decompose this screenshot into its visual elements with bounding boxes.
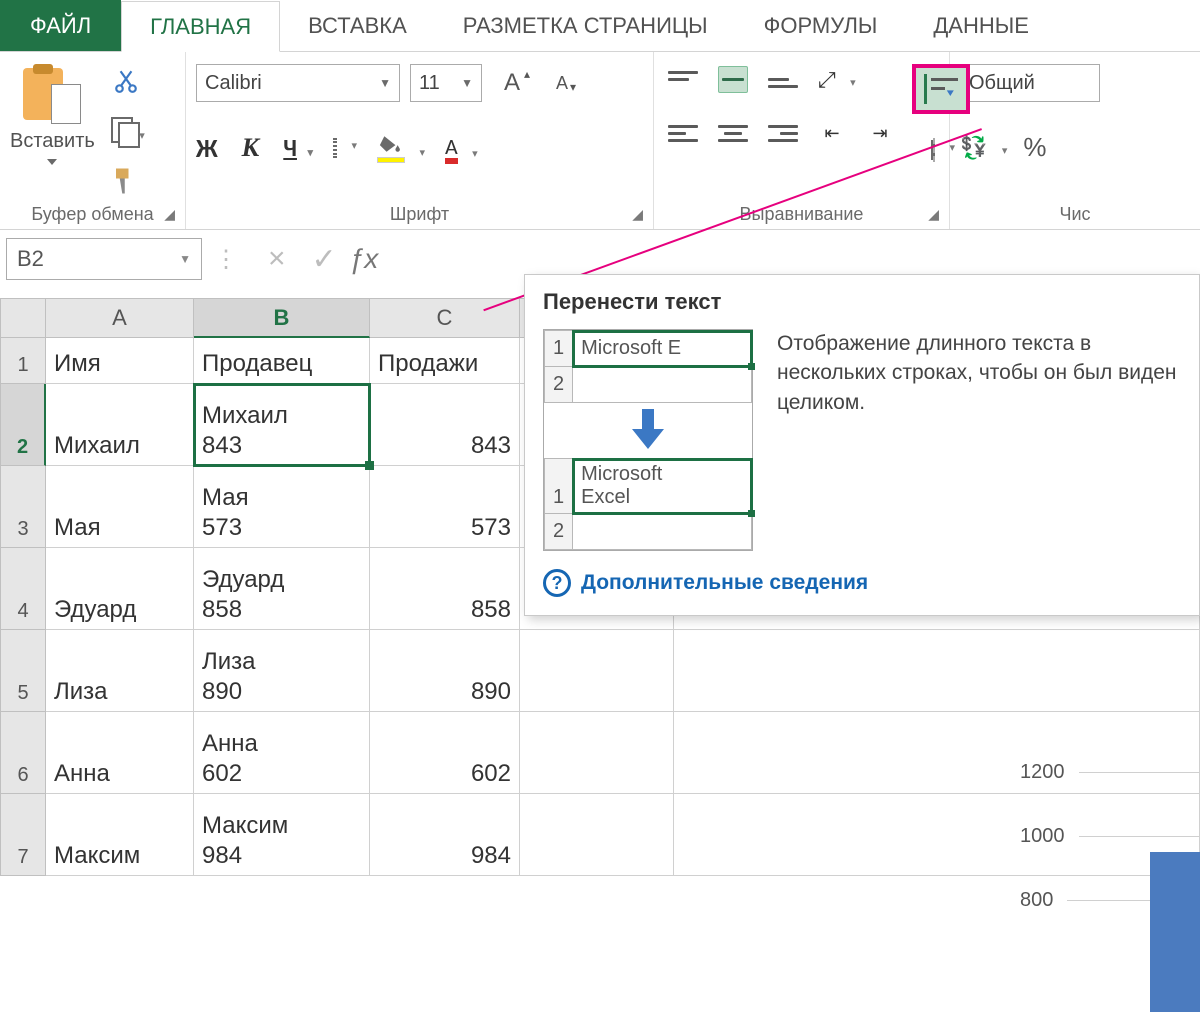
- insert-function-icon[interactable]: ƒx: [349, 243, 379, 275]
- wrap-text-button[interactable]: [912, 64, 970, 114]
- align-right-icon[interactable]: [768, 125, 798, 142]
- row-header[interactable]: 4: [0, 548, 46, 630]
- number-format-combo[interactable]: Общий: [960, 64, 1100, 102]
- arrow-down-icon: [544, 403, 752, 458]
- row-header[interactable]: 5: [0, 630, 46, 712]
- cut-icon[interactable]: [111, 66, 141, 96]
- cell[interactable]: Мая: [46, 466, 194, 548]
- ribbon-tabs: ФАЙЛ ГЛАВНАЯ ВСТАВКА РАЗМЕТКА СТРАНИЦЫ Ф…: [0, 0, 1200, 52]
- select-all-corner[interactable]: [0, 298, 46, 338]
- tooltip-description: Отображение длинного текста в нескольких…: [777, 329, 1181, 551]
- tab-file[interactable]: ФАЙЛ: [0, 0, 121, 51]
- dialog-launcher-icon[interactable]: ◢: [164, 206, 175, 223]
- cell[interactable]: Анна: [46, 712, 194, 794]
- embedded-chart[interactable]: 1200 1000 800: [1020, 740, 1200, 932]
- ribbon: Вставить Буфер обмена◢ Calibri▼: [0, 52, 1200, 230]
- functions-dropdown-icon[interactable]: ⋮: [214, 245, 236, 274]
- dialog-launcher-icon[interactable]: ◢: [928, 206, 939, 223]
- name-box[interactable]: B2▼: [6, 238, 202, 280]
- cell[interactable]: Эдуард: [46, 548, 194, 630]
- fill-color-button[interactable]: [377, 134, 421, 163]
- cell[interactable]: 602: [370, 712, 520, 794]
- italic-button[interactable]: К: [242, 133, 260, 163]
- cell[interactable]: 890: [370, 630, 520, 712]
- cell[interactable]: Продажи: [370, 338, 520, 384]
- row-header[interactable]: 1: [0, 338, 46, 384]
- increase-indent-icon[interactable]: ⇥: [866, 123, 894, 144]
- group-label-alignment: Выравнивание◢: [664, 198, 939, 229]
- cell[interactable]: [520, 794, 674, 876]
- tab-data[interactable]: ДАННЫЕ: [905, 0, 1057, 51]
- cell[interactable]: 858: [370, 548, 520, 630]
- axis-label: 1200: [1020, 761, 1065, 784]
- col-header[interactable]: B: [194, 298, 370, 338]
- shrink-font-icon[interactable]: А: [542, 73, 582, 94]
- align-bottom-icon[interactable]: [768, 71, 798, 88]
- group-clipboard: Вставить Буфер обмена◢: [0, 52, 186, 229]
- group-label-clipboard: Буфер обмена◢: [10, 198, 175, 229]
- cell[interactable]: Лиза 890: [194, 630, 370, 712]
- tab-home[interactable]: ГЛАВНАЯ: [121, 1, 280, 52]
- cell[interactable]: [520, 630, 674, 712]
- cell[interactable]: 984: [370, 794, 520, 876]
- cell[interactable]: Имя: [46, 338, 194, 384]
- cell[interactable]: Эдуард 858: [194, 548, 370, 630]
- enter-formula-icon[interactable]: ✓: [312, 242, 337, 277]
- cancel-formula-icon[interactable]: ×: [268, 242, 286, 276]
- group-font: Calibri▼ 11▼ А А Ж К Ч: [186, 52, 654, 229]
- grow-font-icon[interactable]: А: [492, 69, 532, 97]
- decrease-indent-icon[interactable]: ⇤: [818, 123, 846, 144]
- axis-label: 1000: [1020, 825, 1065, 848]
- chart-bar: [1150, 852, 1200, 1012]
- cell[interactable]: Продавец: [194, 338, 370, 384]
- cell[interactable]: 843: [370, 384, 520, 466]
- row-header[interactable]: 3: [0, 466, 46, 548]
- font-size-combo[interactable]: 11▼: [410, 64, 482, 102]
- cell[interactable]: Максим 984: [194, 794, 370, 876]
- dialog-launcher-icon[interactable]: ◢: [632, 206, 643, 223]
- align-left-icon[interactable]: [668, 125, 698, 142]
- copy-icon[interactable]: [111, 116, 141, 146]
- cell[interactable]: Анна 602: [194, 712, 370, 794]
- cell[interactable]: Михаил 843: [194, 384, 370, 466]
- orientation-icon[interactable]: ⤢: [818, 67, 852, 93]
- bold-button[interactable]: Ж: [196, 132, 218, 164]
- row-header[interactable]: 6: [0, 712, 46, 794]
- cell[interactable]: 573: [370, 466, 520, 548]
- align-center-icon[interactable]: [718, 125, 748, 142]
- tooltip-more-link[interactable]: ? Дополнительные сведения: [543, 569, 1181, 597]
- tab-formulas[interactable]: ФОРМУЛЫ: [736, 0, 906, 51]
- group-number: Общий 💱 % Чис: [950, 52, 1200, 229]
- paste-button[interactable]: Вставить: [10, 130, 95, 165]
- percent-format-icon[interactable]: %: [1023, 132, 1046, 163]
- group-alignment: ⤢ ⇤ ⇥ Вы: [654, 52, 950, 229]
- axis-label: 800: [1020, 889, 1053, 912]
- help-icon: ?: [543, 569, 571, 597]
- group-label-number: Чис: [960, 198, 1190, 229]
- paste-icon[interactable]: [23, 64, 81, 124]
- row-header[interactable]: 2: [0, 384, 46, 466]
- tooltip-wrap-text: Перенести текст 1Microsoft E 2 1Microsof…: [524, 274, 1200, 616]
- cell[interactable]: [674, 630, 1200, 712]
- col-header[interactable]: A: [46, 298, 194, 338]
- cell[interactable]: Максим: [46, 794, 194, 876]
- borders-button[interactable]: [333, 140, 353, 156]
- cell[interactable]: Михаил: [46, 384, 194, 466]
- align-top-icon[interactable]: [668, 71, 698, 88]
- group-label-font: Шрифт◢: [196, 198, 643, 229]
- cell[interactable]: [520, 712, 674, 794]
- row-header[interactable]: 7: [0, 794, 46, 876]
- tooltip-title: Перенести текст: [543, 289, 1181, 315]
- font-color-button[interactable]: А: [445, 133, 474, 164]
- accounting-format-icon[interactable]: 💱: [960, 135, 1003, 161]
- underline-button[interactable]: Ч: [283, 134, 309, 163]
- font-name-combo[interactable]: Calibri▼: [196, 64, 400, 102]
- cell[interactable]: Мая 573: [194, 466, 370, 548]
- tab-page-layout[interactable]: РАЗМЕТКА СТРАНИЦЫ: [435, 0, 736, 51]
- tooltip-illustration: 1Microsoft E 2 1Microsoft Excel 2: [543, 329, 753, 551]
- format-painter-icon[interactable]: [111, 166, 141, 196]
- align-middle-icon[interactable]: [718, 66, 748, 93]
- cell[interactable]: Лиза: [46, 630, 194, 712]
- tab-insert[interactable]: ВСТАВКА: [280, 0, 435, 51]
